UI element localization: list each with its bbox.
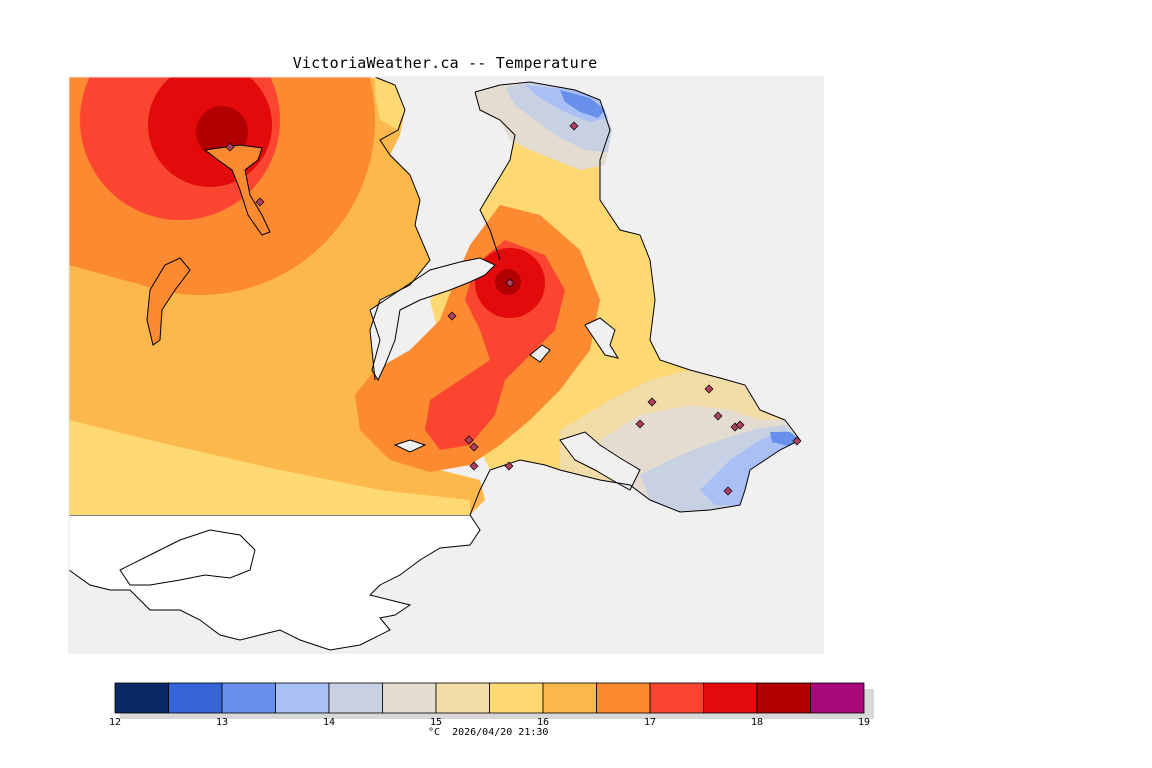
legend-swatch — [756, 682, 811, 714]
station-marker — [713, 411, 723, 421]
station-marker — [464, 435, 474, 445]
station-marker — [447, 311, 457, 321]
weather-stations — [225, 121, 802, 496]
coast-west — [369, 77, 431, 381]
legend-swatch — [114, 682, 169, 714]
station-marker — [792, 436, 802, 446]
station-marker — [704, 384, 714, 394]
station-marker — [647, 397, 657, 407]
legend-tick-label: 15 — [430, 717, 442, 728]
station-marker — [504, 461, 514, 471]
temp-zone-13-5-south — [770, 432, 800, 446]
legend-swatch — [810, 682, 865, 714]
temp-zone-18-5-nw — [196, 106, 248, 158]
map-title: VictoriaWeather.ca -- Temperature — [292, 54, 598, 72]
legend-tick-label: 14 — [323, 717, 335, 728]
temp-zone-16-top — [375, 77, 405, 130]
legend-swatch — [649, 682, 704, 714]
legend-swatch — [703, 682, 758, 714]
lake-east — [584, 317, 620, 359]
coast-island-south — [119, 529, 256, 586]
lake-south — [393, 439, 427, 453]
station-marker — [569, 121, 579, 131]
legend-swatch — [489, 682, 544, 714]
legend-swatch — [328, 682, 383, 714]
legend-swatch — [275, 682, 330, 714]
legend-tick-label: 13 — [216, 717, 228, 728]
station-marker — [469, 461, 479, 471]
legend-tick-label: 16 — [537, 717, 549, 728]
temp-zone-16 — [69, 420, 470, 515]
lake-small — [529, 344, 551, 363]
legend-tick-label: 12 — [109, 717, 121, 728]
legend-swatch — [542, 682, 597, 714]
station-marker — [255, 197, 265, 207]
temp-zone-13-5-north — [560, 90, 605, 118]
legend-swatch — [435, 682, 490, 714]
station-marker — [735, 420, 745, 430]
lake-northwest — [203, 144, 271, 236]
station-marker — [723, 486, 733, 496]
legend-swatch — [168, 682, 223, 714]
coast-east — [469, 81, 801, 516]
inlet-saanich — [369, 257, 496, 382]
harbour — [559, 431, 641, 491]
station-marker — [505, 278, 515, 288]
legend-tick-label: 18 — [751, 717, 763, 728]
map-frame — [68, 76, 824, 654]
legend-footer: °C 2026/04/20 21:30 — [428, 727, 549, 738]
legend-tick-label: 17 — [644, 717, 656, 728]
station-marker — [635, 419, 645, 429]
legend-tick-label: 19 — [858, 717, 870, 728]
legend-swatch — [596, 682, 651, 714]
lake-west — [146, 257, 191, 346]
temp-zone-14-south — [700, 430, 800, 505]
station-marker — [225, 142, 235, 152]
coast-peninsula-west — [474, 91, 516, 261]
station-marker — [469, 442, 479, 452]
legend-swatch — [221, 682, 276, 714]
legend-swatch — [382, 682, 437, 714]
